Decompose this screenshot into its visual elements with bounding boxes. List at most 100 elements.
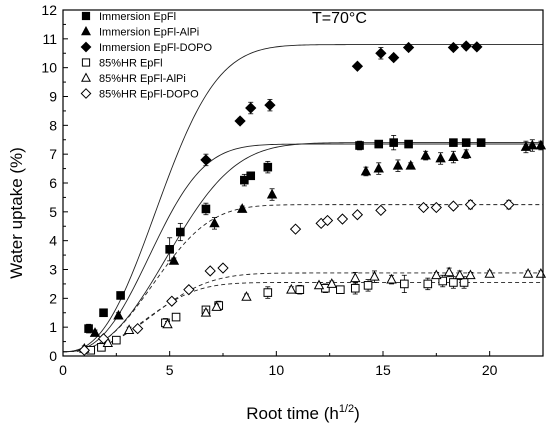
fit-curve xyxy=(62,272,543,353)
data-point xyxy=(522,268,534,278)
data-point xyxy=(389,138,398,147)
data-point xyxy=(171,312,181,322)
data-point xyxy=(373,162,384,173)
data-point xyxy=(471,41,483,53)
data-point xyxy=(420,149,431,160)
y-tick-label: 5 xyxy=(49,204,57,220)
series-3 xyxy=(200,40,483,167)
series-6 xyxy=(78,198,515,356)
y-tick-label: 12 xyxy=(41,2,57,18)
data-point xyxy=(535,139,547,150)
data-point xyxy=(392,159,404,170)
x-axis-title-sup: 1/2 xyxy=(339,403,354,415)
y-tick-label: 11 xyxy=(42,31,57,47)
x-tick-label: 5 xyxy=(166,362,174,378)
x-axis-title: Root time (h1/2) xyxy=(246,403,360,423)
data-point xyxy=(449,278,458,287)
data-point xyxy=(375,47,387,59)
data-point xyxy=(102,337,114,347)
legend-label: 85%HR EpFl-DOPO xyxy=(99,89,199,101)
data-point xyxy=(321,214,334,227)
x-tick-label: 15 xyxy=(375,362,391,378)
legend: Immersion EpFl Immersion EpFl-AlPi Immersi… xyxy=(80,11,213,101)
legend-label: 85%HR EpFl-AlPi xyxy=(99,73,186,85)
data-point xyxy=(484,268,495,278)
data-point xyxy=(454,269,466,280)
data-point xyxy=(264,99,276,111)
legend-marker xyxy=(80,88,92,99)
series-2 xyxy=(89,139,547,337)
data-point xyxy=(435,152,446,163)
data-point xyxy=(204,265,216,277)
data-point xyxy=(200,154,212,166)
data-point xyxy=(246,171,256,181)
series-5 xyxy=(79,266,547,353)
data-point xyxy=(404,139,413,149)
data-point xyxy=(431,269,442,280)
data-point xyxy=(460,148,472,159)
data-point xyxy=(386,273,397,284)
legend-label: Immersion EpFl-AlPi xyxy=(99,27,199,39)
data-point xyxy=(183,284,195,296)
y-axis-title: Water uptake (%) xyxy=(7,147,26,279)
legend-label: Immersion EpFl xyxy=(99,11,176,23)
data-point xyxy=(369,270,380,281)
data-point xyxy=(165,245,174,254)
data-point xyxy=(465,269,476,280)
data-point xyxy=(162,318,173,329)
y-tick-label: 2 xyxy=(49,290,57,306)
x-tick-label: 0 xyxy=(59,362,67,378)
data-point xyxy=(97,333,110,345)
series-1 xyxy=(84,135,486,334)
fit-curve xyxy=(62,143,543,353)
legend-marker xyxy=(81,25,91,36)
data-point xyxy=(438,276,448,286)
data-point xyxy=(336,285,345,294)
y-tick-label: 0 xyxy=(49,348,57,364)
data-point xyxy=(295,285,305,294)
y-tick-label: 9 xyxy=(49,89,57,105)
data-point xyxy=(350,272,361,283)
data-point xyxy=(266,188,278,199)
data-point xyxy=(116,291,125,300)
data-point xyxy=(388,51,400,64)
data-points xyxy=(78,40,547,356)
data-point xyxy=(402,41,415,54)
y-tick-label: 4 xyxy=(49,233,57,249)
data-point xyxy=(313,279,325,290)
data-point xyxy=(241,291,252,301)
data-point xyxy=(374,139,384,149)
data-point xyxy=(245,102,257,114)
data-point xyxy=(89,327,101,337)
y-tick-label: 1 xyxy=(49,319,57,335)
data-point xyxy=(535,268,547,278)
temperature-annotation: T=70°C xyxy=(312,10,367,27)
data-point xyxy=(263,288,273,297)
data-point xyxy=(286,283,297,294)
data-point xyxy=(363,281,373,290)
x-axis-title-close: ) xyxy=(354,404,360,423)
x-tick-label: 20 xyxy=(482,362,498,378)
data-point xyxy=(405,159,416,170)
fit-curve xyxy=(62,142,543,353)
series-4 xyxy=(86,274,469,355)
data-point xyxy=(350,283,360,293)
legend-marker xyxy=(81,58,91,67)
data-point xyxy=(423,279,433,289)
legend-marker xyxy=(81,72,91,82)
data-point xyxy=(527,139,538,150)
data-point xyxy=(78,344,90,356)
data-point xyxy=(263,162,273,172)
data-point xyxy=(476,138,486,147)
data-point xyxy=(132,322,144,335)
data-point xyxy=(234,115,246,127)
data-point xyxy=(447,41,460,54)
data-point xyxy=(360,165,372,176)
data-point xyxy=(460,40,472,52)
data-point xyxy=(211,301,222,311)
data-point xyxy=(430,201,442,214)
data-point xyxy=(168,255,180,265)
legend-label: 85%HR EpFl xyxy=(99,58,163,70)
x-axis-title-text: Root time (h xyxy=(246,404,339,423)
